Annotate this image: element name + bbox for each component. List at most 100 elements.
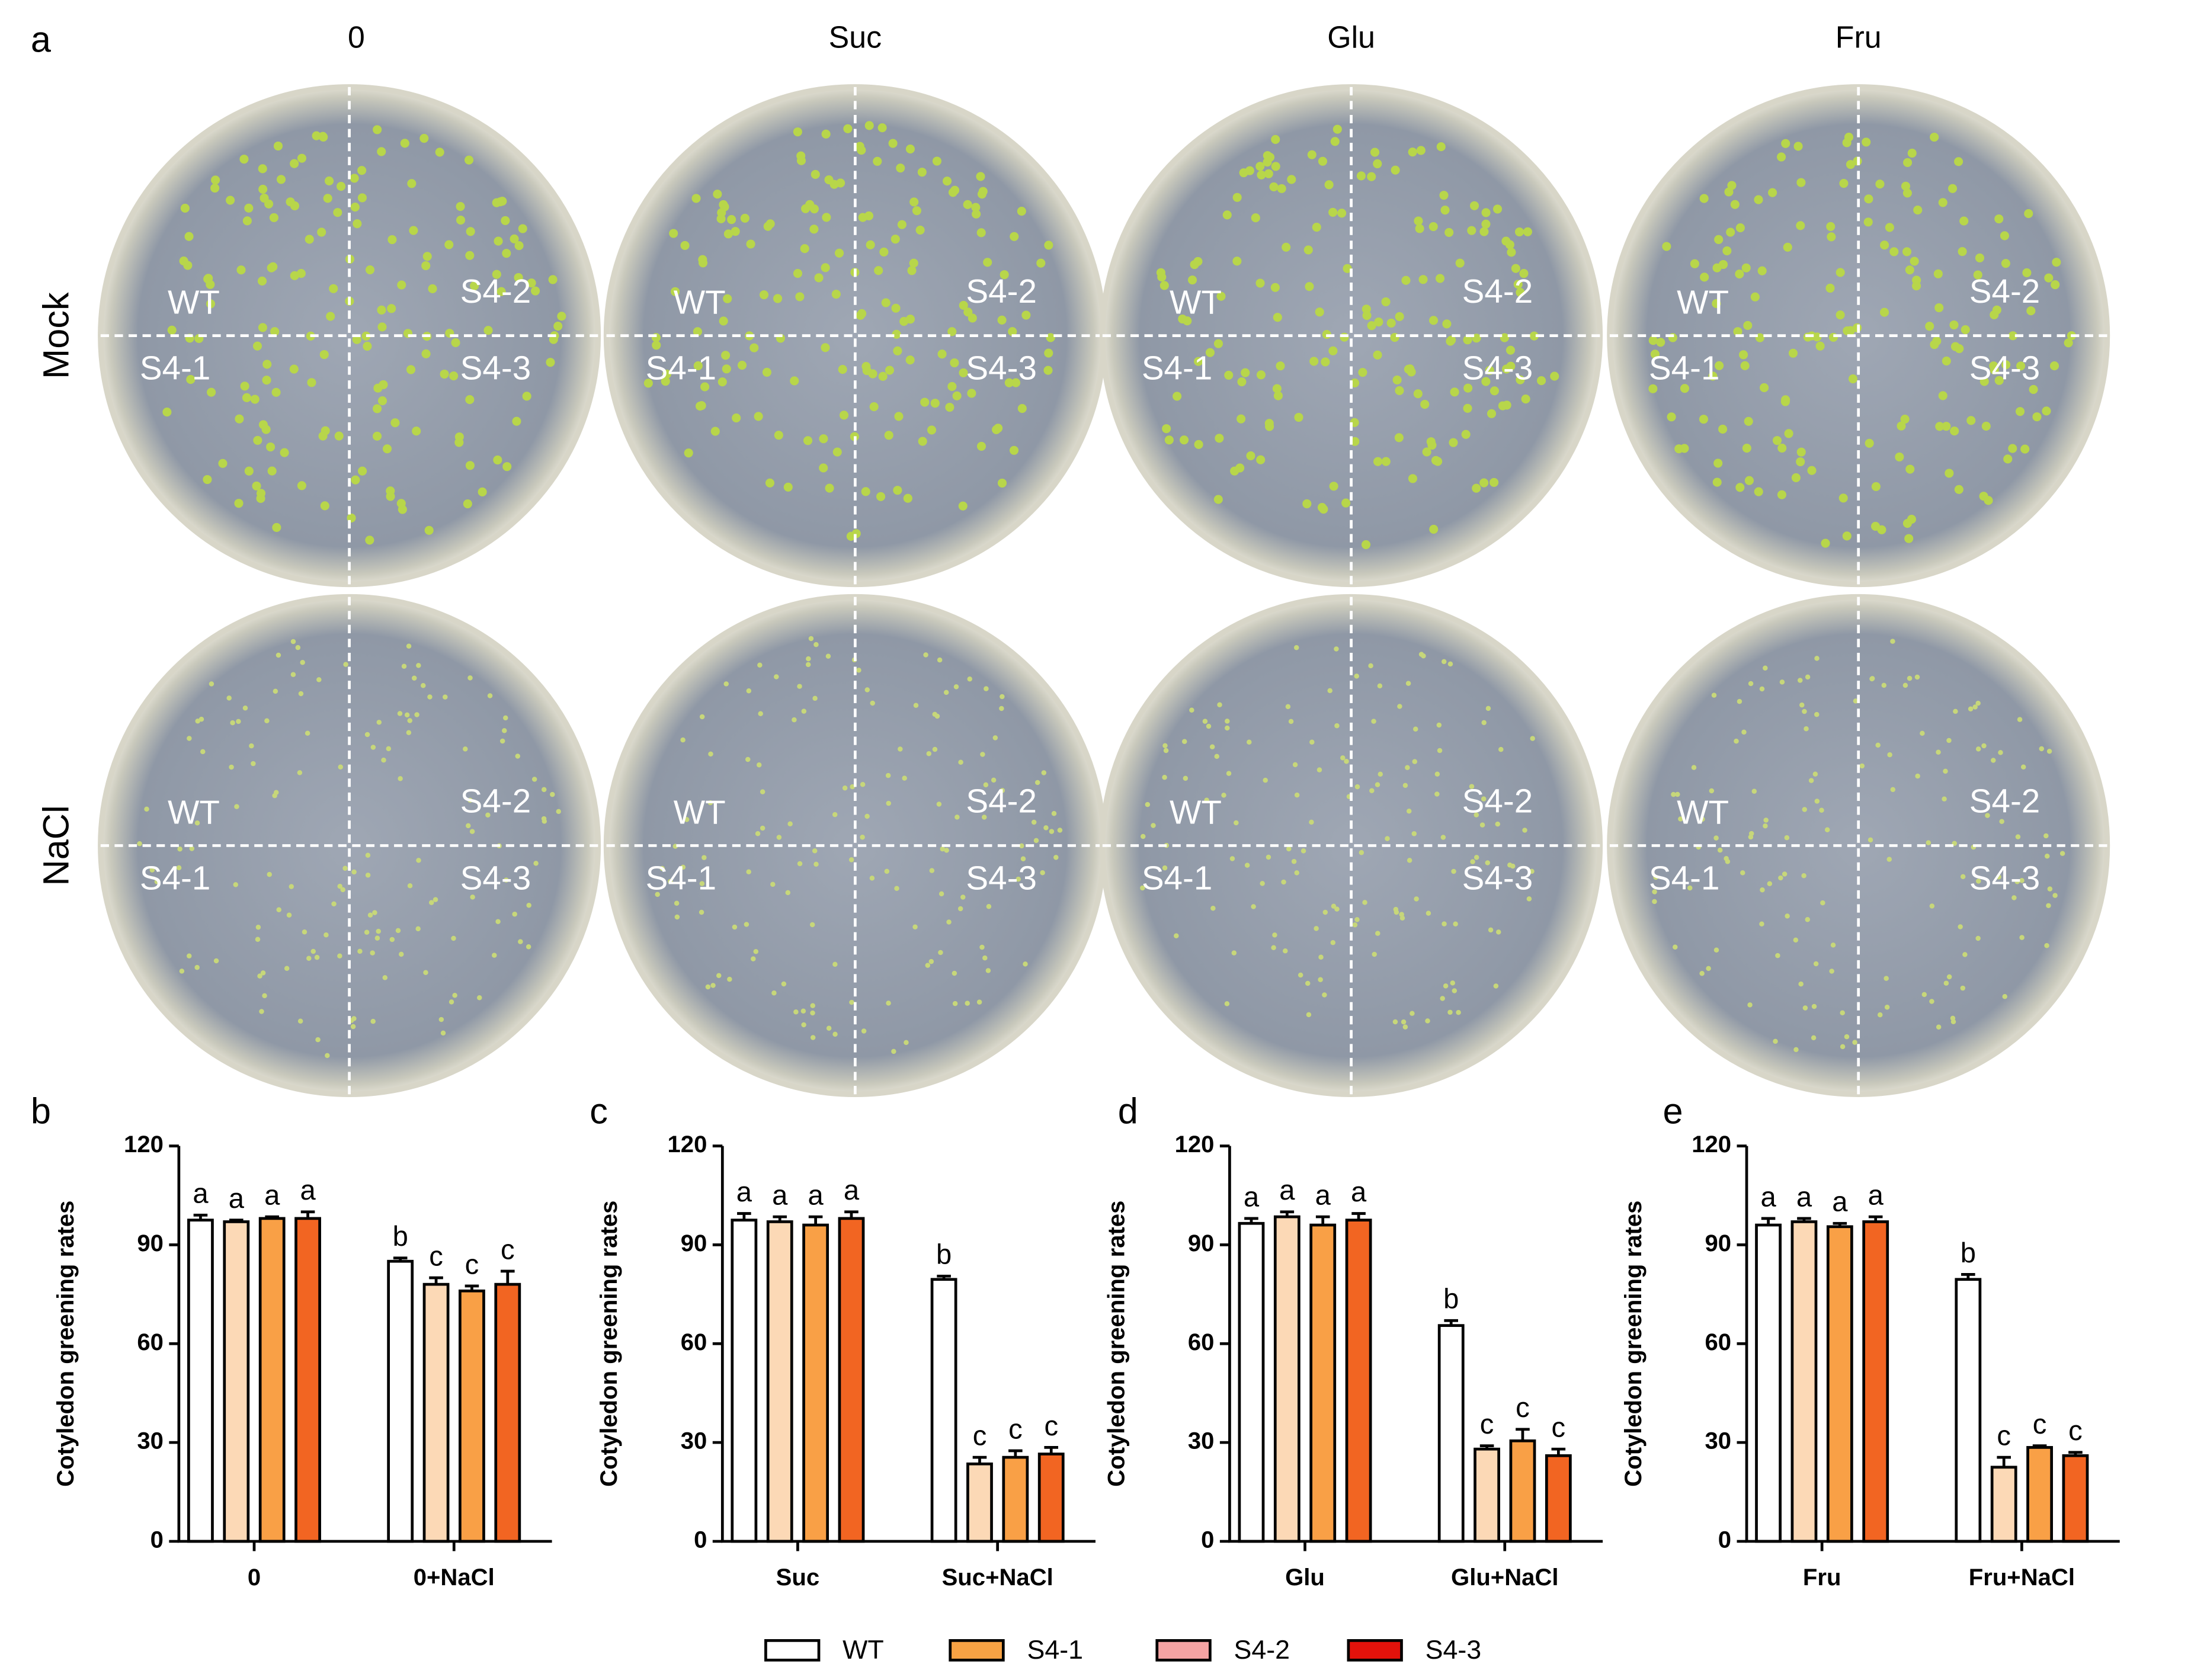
seedling	[858, 213, 867, 222]
seedling	[1442, 319, 1452, 329]
seedling	[1712, 477, 1722, 487]
seedling	[1206, 723, 1212, 729]
seedling	[1341, 498, 1351, 508]
seedling	[1814, 656, 1820, 661]
seedling	[944, 848, 949, 853]
seedling	[1998, 750, 2003, 755]
bar	[2026, 1446, 2053, 1543]
seedling	[680, 737, 686, 743]
seedling	[502, 249, 511, 258]
seedling	[1428, 222, 1438, 232]
seedling	[373, 125, 382, 134]
seedling	[213, 958, 219, 964]
seedling	[1216, 291, 1226, 301]
error-bar	[1961, 1273, 1975, 1280]
seedling	[2059, 851, 2065, 856]
seedling	[1474, 855, 1479, 860]
seedling	[1802, 807, 1808, 812]
y-tick-label: 60	[681, 1329, 707, 1355]
seedling	[1671, 791, 1676, 797]
seedling	[1852, 1040, 1857, 1045]
seedling	[477, 995, 482, 1001]
seedling	[943, 690, 949, 695]
genotype-label: WT	[674, 284, 726, 321]
seedling	[1044, 348, 1053, 358]
seedling	[1016, 876, 1021, 882]
significance-letter: a	[1760, 1181, 1776, 1212]
seedling	[264, 718, 270, 724]
seedling	[305, 730, 310, 736]
seedling	[1500, 333, 1509, 342]
seedling	[1735, 483, 1745, 492]
seedling	[1358, 368, 1367, 377]
seedling	[1265, 422, 1274, 431]
seedling	[999, 706, 1004, 711]
seedling	[1350, 437, 1360, 446]
seedling	[891, 235, 900, 244]
seedling	[958, 501, 968, 511]
seedling	[727, 215, 736, 225]
seedling	[2001, 259, 2010, 268]
seedling	[501, 216, 510, 225]
seedling	[1975, 253, 1984, 262]
seedling	[1648, 384, 1658, 393]
seedling	[1820, 900, 1825, 906]
seedling	[284, 966, 290, 971]
seedling	[971, 203, 981, 212]
seedling	[1367, 172, 1376, 181]
panel-label: d	[1118, 1090, 1138, 1131]
seedling	[1715, 361, 1724, 370]
seedling	[421, 349, 431, 358]
y-tick-label: 0	[1718, 1527, 1731, 1553]
seedling	[251, 761, 256, 767]
seedling	[717, 377, 727, 387]
seedling	[886, 800, 891, 806]
seedling	[234, 499, 244, 508]
seedling	[1819, 807, 1824, 813]
seedling	[1286, 846, 1292, 852]
seedling	[526, 902, 531, 908]
genotype-label: WT	[1170, 794, 1222, 831]
seedling	[1680, 444, 1689, 453]
genotype-label: S4-3	[460, 859, 531, 896]
seedling	[1328, 207, 1338, 217]
seedling	[273, 790, 279, 796]
seedling	[930, 399, 940, 408]
seedling	[297, 770, 303, 775]
seedling	[266, 442, 276, 452]
seedling	[723, 229, 733, 239]
seedling	[260, 970, 266, 976]
seedling	[1865, 438, 1874, 448]
bar	[459, 1289, 485, 1543]
seedling	[1796, 457, 1805, 467]
seedling	[329, 284, 338, 293]
seedling	[1429, 316, 1439, 325]
seedling	[1975, 746, 1981, 752]
seedling	[1436, 142, 1446, 152]
seedling	[1479, 478, 1489, 488]
seedling	[234, 804, 239, 809]
seedling	[553, 321, 563, 331]
seedling	[1442, 921, 1447, 926]
seedling	[1332, 124, 1342, 134]
seedling	[323, 932, 329, 938]
seedling	[991, 777, 997, 783]
seedling	[790, 376, 799, 386]
seedling	[456, 216, 466, 225]
seedling	[1507, 863, 1513, 868]
seedling	[1946, 738, 1952, 743]
seedling	[317, 227, 326, 237]
x-tick-label: Fru+NaCl	[1969, 1564, 2075, 1591]
seedling	[258, 164, 267, 174]
seedling	[1334, 906, 1340, 912]
bar-chart: c Cotyledon greening rates 0 30 60 90 120 a b a c a…	[590, 1090, 1096, 1591]
x-tick-label: Glu+NaCl	[1451, 1564, 1559, 1591]
seedling	[1312, 222, 1321, 232]
seedling	[374, 935, 380, 941]
seedling	[1842, 531, 1852, 541]
seedling	[541, 816, 547, 822]
seedling	[302, 929, 307, 935]
seedling	[318, 431, 328, 441]
seedling	[1368, 663, 1373, 669]
seedling	[1826, 222, 1836, 231]
